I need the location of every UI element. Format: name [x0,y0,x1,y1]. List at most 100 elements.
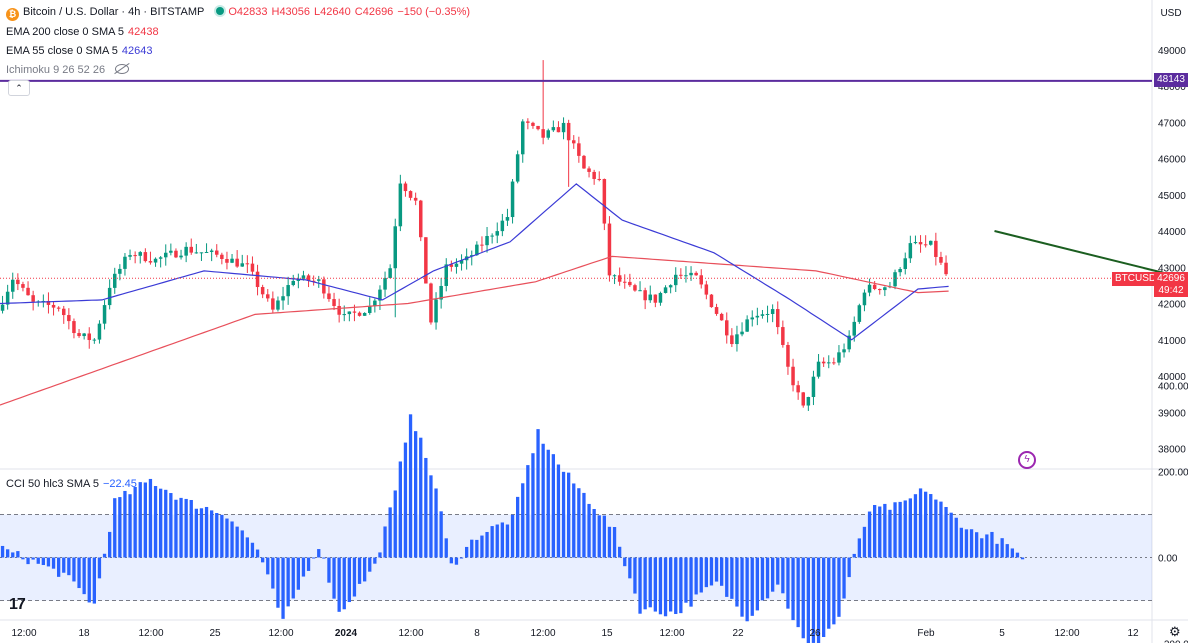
cci-bar [643,557,647,610]
cci-bar [485,531,489,558]
candle-body [444,264,448,286]
cci-bar [352,557,357,597]
cci-bar [883,503,887,558]
cci-bar [526,465,530,558]
candle-body [521,121,525,155]
currency-label[interactable]: USD [1160,8,1182,19]
ema200-line[interactable] [0,255,949,406]
candle-body [184,246,188,256]
cci-bar [602,515,606,558]
price-tick-label: 47000 [1158,118,1186,129]
cci-bar [857,538,861,558]
ohlc-low: L42640 [314,6,351,18]
cci-bar [786,557,790,609]
cci-bar [271,557,275,589]
cci-bar [393,490,397,558]
candle-body [531,122,535,126]
candle-body [832,362,836,364]
candle-body [362,312,367,316]
ichimoku-label: Ichimoku 9 26 52 26 [6,64,106,76]
candle-body [174,250,178,258]
cci-bar [771,557,775,592]
cci-bar [363,557,367,582]
candle-body [602,179,607,224]
ema55-legend[interactable]: EMA 55 close 0 SMA 5 42643 [6,45,156,57]
cci-bar [607,526,612,558]
price-tick-label: 49000 [1158,46,1186,57]
time-tick-label: 5 [999,628,1005,639]
flash-icon[interactable]: ϟ [1018,451,1036,469]
candle-body [107,287,112,306]
candle-body [388,268,392,278]
cci-bar [189,499,193,558]
cci-bar [276,557,280,608]
candle-body [383,277,387,290]
cci-bar [898,501,902,558]
tradingview-logo-icon[interactable]: 17 [9,596,26,613]
gear-icon[interactable]: ⚙ [1169,624,1181,639]
candle-body [327,293,331,300]
cci-bar [378,552,382,558]
cci-bar [765,557,770,599]
candle-body [449,264,454,267]
cci-bar [179,497,183,558]
cci-bar [669,557,673,612]
candle-body [454,263,459,267]
cci-bar [439,511,443,558]
cci-legend[interactable]: CCI 50 hlc3 SMA 5 −22.45 [6,478,141,490]
cci-bar [750,557,754,616]
candle-body [92,339,97,341]
cci-title: CCI 50 hlc3 SMA 5 [6,478,99,490]
cci-bar [204,506,209,558]
cci-bar [674,557,678,615]
candle-body [918,242,923,245]
candle-body [378,289,382,301]
cci-bar [995,543,999,558]
cci-bar [133,487,137,558]
candle-body [852,321,856,336]
symbol-legend: ₿ Bitcoin / U.S. Dollar · 4h · BITSTAMP O4… [6,6,474,21]
cci-bar [291,557,295,599]
time-tick-label: 12:00 [398,628,423,639]
candle-body [179,255,183,258]
cci-bar [801,557,805,639]
cci-bar [658,557,663,615]
collapse-legend-button[interactable]: ⌃ [8,80,30,96]
candle-body [872,284,877,289]
eye-off-icon[interactable] [115,64,130,74]
cci-bar [16,551,20,558]
candle-body [342,314,346,316]
time-tick-label: 12:00 [530,628,555,639]
symbol-title: Bitcoin / U.S. Dollar · 4h · BITSTAMP [23,6,205,18]
cci-bar [735,557,739,607]
ichimoku-legend[interactable]: Ichimoku 9 26 52 26 [6,64,133,76]
cci-bar [77,557,81,589]
cci-bar [903,500,907,558]
cci-bar [245,537,249,558]
candle-body [113,273,117,288]
cci-bar [510,514,515,558]
cci-bar [653,557,657,612]
ema200-legend[interactable]: EMA 200 close 0 SMA 5 42438 [6,26,163,38]
candle-body [827,362,831,364]
cci-bar [939,501,943,558]
ema200-label: EMA 200 close 0 SMA 5 [6,26,125,38]
candle-body [368,306,372,313]
cci-bar [174,499,178,558]
cci-bar [82,557,86,595]
cci-bar [327,557,331,583]
cci-bar [934,499,938,558]
cci-bar [118,497,122,558]
cci-bar [582,492,586,558]
cci-bar [357,557,362,584]
candle-body [301,275,306,279]
cci-bar [475,539,479,558]
price-tick-label: 42000 [1158,300,1186,311]
candle-body [862,292,867,306]
cci-bar [164,489,168,558]
candle-body [944,262,948,275]
cci-bar [500,522,504,558]
cci-bar [842,557,846,599]
ema55-line[interactable] [0,183,949,341]
